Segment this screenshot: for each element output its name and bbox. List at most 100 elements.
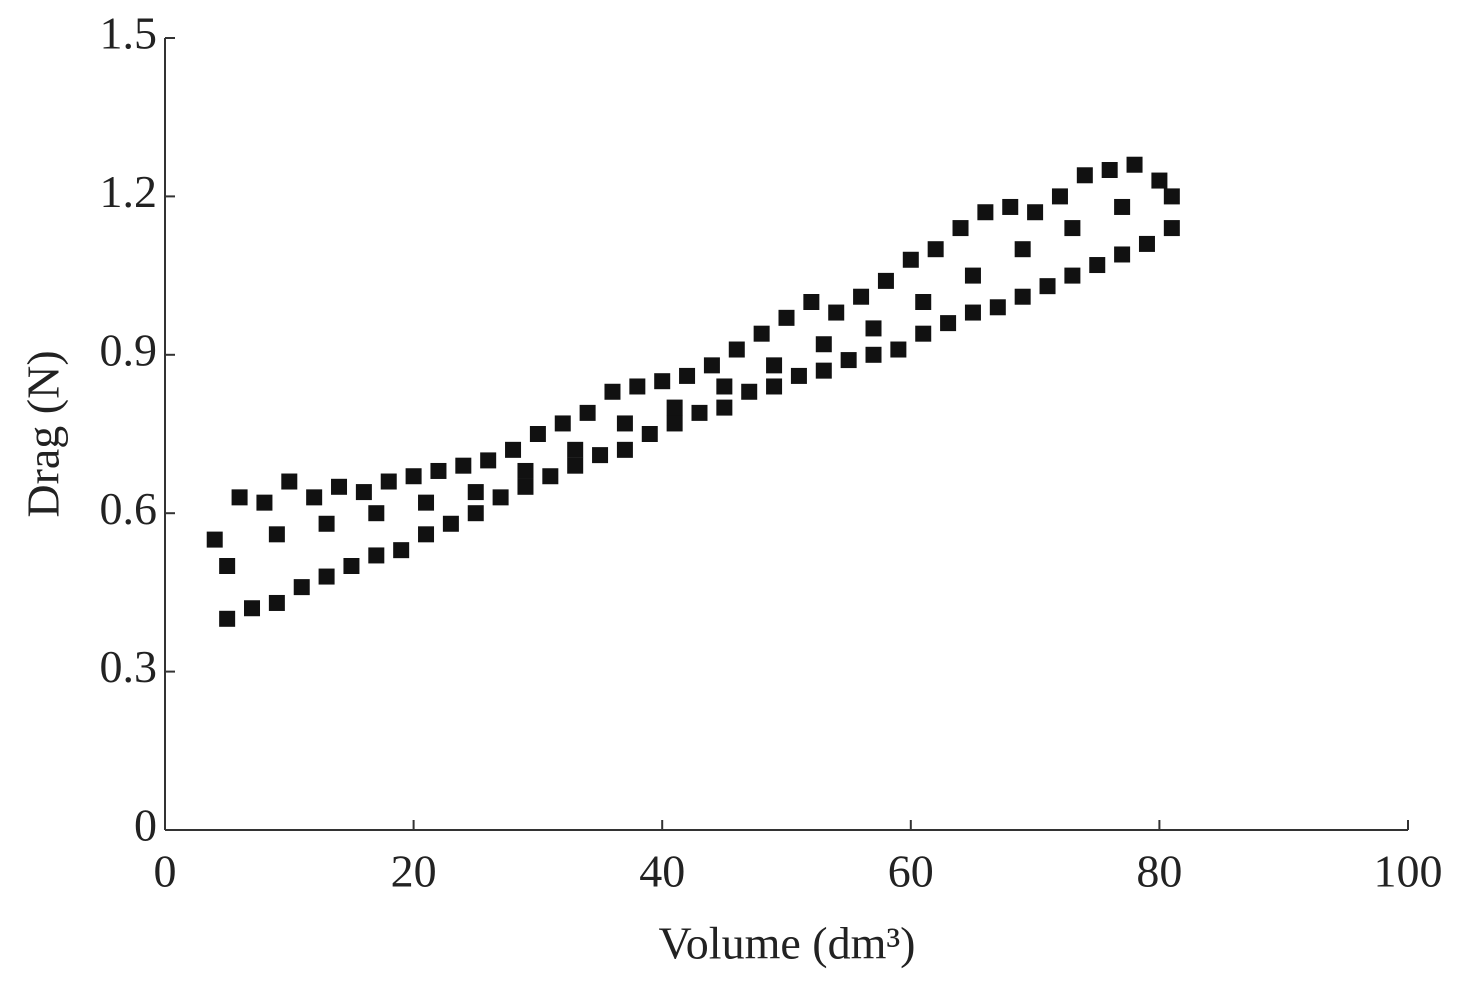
point (318, 568, 335, 585)
point (1114, 246, 1131, 263)
x-tick-label: 80 (1136, 846, 1182, 897)
point (890, 341, 907, 358)
point (915, 325, 932, 342)
point (604, 383, 621, 400)
point (592, 447, 609, 464)
x-tick-label: 60 (888, 846, 934, 897)
point (815, 362, 832, 379)
point (766, 357, 783, 374)
point (368, 505, 385, 522)
point (1163, 220, 1180, 237)
point (206, 531, 223, 548)
point (915, 294, 932, 310)
point (865, 320, 882, 337)
point (517, 462, 534, 479)
point (554, 415, 571, 432)
point (778, 309, 795, 326)
point (455, 457, 472, 474)
y-tick-label: 0 (134, 800, 157, 851)
point (306, 489, 323, 506)
x-tick-label: 0 (154, 846, 177, 897)
point (940, 315, 957, 332)
point (1163, 188, 1180, 205)
y-tick-label: 0.3 (100, 641, 158, 692)
point (1114, 198, 1131, 215)
point (902, 251, 919, 268)
point (343, 558, 360, 574)
point (952, 220, 969, 237)
x-axis-title: Volume (dm³) (659, 918, 916, 969)
point (1051, 188, 1068, 205)
point (567, 441, 584, 458)
point (803, 294, 820, 310)
x-tick-label: 20 (391, 846, 437, 897)
y-tick-label: 1.2 (100, 166, 158, 217)
point (318, 515, 335, 532)
point (393, 542, 410, 559)
point (529, 426, 546, 442)
point (430, 462, 447, 479)
point (964, 304, 981, 321)
point (716, 399, 733, 416)
point (244, 600, 261, 617)
point (567, 457, 584, 474)
point (219, 558, 236, 574)
point (865, 346, 882, 363)
point (355, 484, 372, 501)
point (964, 267, 981, 284)
point (741, 383, 758, 400)
point (691, 404, 708, 421)
point (256, 494, 273, 511)
point (281, 473, 298, 490)
point (666, 415, 683, 432)
point (616, 415, 633, 432)
point (877, 272, 894, 289)
point (977, 204, 994, 221)
y-axis-title: Drag (N) (18, 350, 69, 517)
point (380, 473, 397, 490)
point (679, 367, 696, 384)
point (293, 579, 310, 596)
point (331, 478, 348, 495)
point (268, 594, 285, 611)
point (1089, 257, 1106, 274)
point (542, 468, 559, 485)
point (1076, 167, 1093, 184)
point (766, 378, 783, 395)
point (231, 489, 248, 506)
y-tick-label: 0.6 (100, 483, 158, 534)
point (368, 547, 385, 564)
point (1064, 220, 1081, 237)
point (666, 399, 683, 416)
point (728, 341, 745, 358)
point (467, 484, 484, 501)
point (828, 304, 845, 321)
point (616, 441, 633, 458)
point (1064, 267, 1081, 284)
point (790, 367, 807, 384)
point (480, 452, 497, 469)
point (703, 357, 720, 374)
point (418, 526, 435, 543)
point (1014, 288, 1031, 305)
point (1138, 235, 1155, 252)
x-tick-label: 100 (1374, 846, 1443, 897)
point (1027, 204, 1044, 221)
point (641, 426, 658, 442)
point (629, 378, 646, 395)
point (815, 336, 832, 353)
y-tick-label: 0.9 (100, 324, 158, 375)
point (1151, 172, 1168, 189)
point (1126, 156, 1143, 173)
point (219, 610, 236, 627)
point (927, 241, 944, 258)
point (716, 378, 733, 395)
x-tick-label: 40 (639, 846, 685, 897)
y-tick-label: 1.5 (100, 8, 158, 59)
point (1002, 198, 1019, 215)
point (853, 288, 870, 305)
point (989, 299, 1006, 316)
point (579, 404, 596, 421)
point (753, 325, 770, 342)
